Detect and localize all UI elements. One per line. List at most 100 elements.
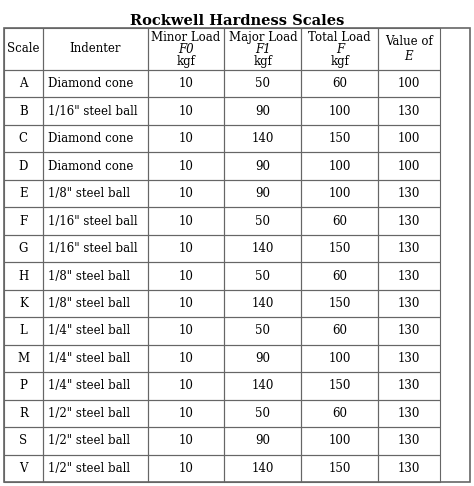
Text: L: L	[19, 325, 27, 337]
Bar	[224, 235, 301, 262]
Bar	[301, 98, 378, 125]
Text: 50: 50	[255, 270, 270, 282]
Text: S: S	[19, 434, 27, 447]
Bar	[43, 290, 147, 317]
Text: 1/8" steel ball: 1/8" steel ball	[48, 187, 130, 200]
Text: 100: 100	[398, 132, 420, 145]
Bar	[4, 153, 43, 180]
Text: R: R	[19, 407, 28, 420]
Text: 1/8" steel ball: 1/8" steel ball	[48, 297, 130, 310]
Bar	[224, 290, 301, 317]
Text: 100: 100	[328, 187, 351, 200]
Bar	[4, 290, 43, 317]
Text: A: A	[19, 77, 27, 90]
Text: 10: 10	[179, 462, 193, 475]
Text: 10: 10	[179, 187, 193, 200]
Text: F1: F1	[255, 43, 271, 56]
Bar	[147, 372, 224, 399]
Bar	[378, 454, 440, 482]
Text: 100: 100	[398, 77, 420, 90]
Bar	[43, 125, 147, 153]
Bar	[378, 262, 440, 290]
Text: Major Load: Major Load	[228, 31, 297, 44]
Bar	[4, 208, 43, 235]
Text: 10: 10	[179, 132, 193, 145]
Text: 90: 90	[255, 352, 270, 365]
Bar	[301, 28, 378, 70]
Text: 60: 60	[332, 407, 347, 420]
Text: 100: 100	[398, 159, 420, 173]
Text: 10: 10	[179, 297, 193, 310]
Bar	[147, 98, 224, 125]
Text: 50: 50	[255, 77, 270, 90]
Text: 140: 140	[252, 462, 274, 475]
Bar	[378, 180, 440, 208]
Text: 60: 60	[332, 270, 347, 282]
Text: 100: 100	[328, 434, 351, 447]
Text: 10: 10	[179, 325, 193, 337]
Text: 10: 10	[179, 434, 193, 447]
Bar	[301, 372, 378, 399]
Text: 10: 10	[179, 242, 193, 255]
Text: 60: 60	[332, 325, 347, 337]
Bar	[224, 345, 301, 372]
Text: G: G	[18, 242, 28, 255]
Bar	[43, 399, 147, 427]
Bar	[147, 399, 224, 427]
Bar	[43, 427, 147, 454]
Bar	[224, 317, 301, 345]
Bar	[224, 180, 301, 208]
Text: 150: 150	[328, 380, 351, 392]
Bar	[301, 180, 378, 208]
Bar	[147, 427, 224, 454]
Text: 130: 130	[398, 407, 420, 420]
Bar	[301, 317, 378, 345]
Text: F0: F0	[178, 43, 194, 56]
Text: B: B	[19, 104, 27, 118]
Bar	[224, 399, 301, 427]
Bar	[43, 317, 147, 345]
Bar	[4, 180, 43, 208]
Bar	[4, 427, 43, 454]
Bar	[378, 235, 440, 262]
Bar	[378, 28, 440, 70]
Text: 90: 90	[255, 187, 270, 200]
Bar	[147, 262, 224, 290]
Bar	[147, 28, 224, 70]
Bar	[378, 70, 440, 98]
Text: 90: 90	[255, 434, 270, 447]
Text: 150: 150	[328, 242, 351, 255]
Text: Value of: Value of	[385, 35, 433, 49]
Text: H: H	[18, 270, 28, 282]
Bar	[147, 180, 224, 208]
Bar	[301, 290, 378, 317]
Text: 100: 100	[328, 352, 351, 365]
Bar	[43, 262, 147, 290]
Text: 130: 130	[398, 104, 420, 118]
Text: 100: 100	[328, 104, 351, 118]
Text: 130: 130	[398, 462, 420, 475]
Text: K: K	[19, 297, 28, 310]
Text: 130: 130	[398, 325, 420, 337]
Bar	[378, 98, 440, 125]
Bar	[378, 399, 440, 427]
Bar	[378, 345, 440, 372]
Text: 90: 90	[255, 159, 270, 173]
Text: 1/16" steel ball: 1/16" steel ball	[48, 242, 137, 255]
Text: E: E	[405, 50, 413, 63]
Bar	[43, 70, 147, 98]
Bar	[224, 70, 301, 98]
Bar	[301, 153, 378, 180]
Bar	[147, 290, 224, 317]
Bar	[4, 454, 43, 482]
Bar	[301, 70, 378, 98]
Bar	[147, 345, 224, 372]
Bar	[378, 427, 440, 454]
Bar	[4, 262, 43, 290]
Bar	[224, 28, 301, 70]
Text: P: P	[19, 380, 27, 392]
Text: 10: 10	[179, 270, 193, 282]
Text: C: C	[19, 132, 28, 145]
Bar	[147, 70, 224, 98]
Text: 140: 140	[252, 380, 274, 392]
